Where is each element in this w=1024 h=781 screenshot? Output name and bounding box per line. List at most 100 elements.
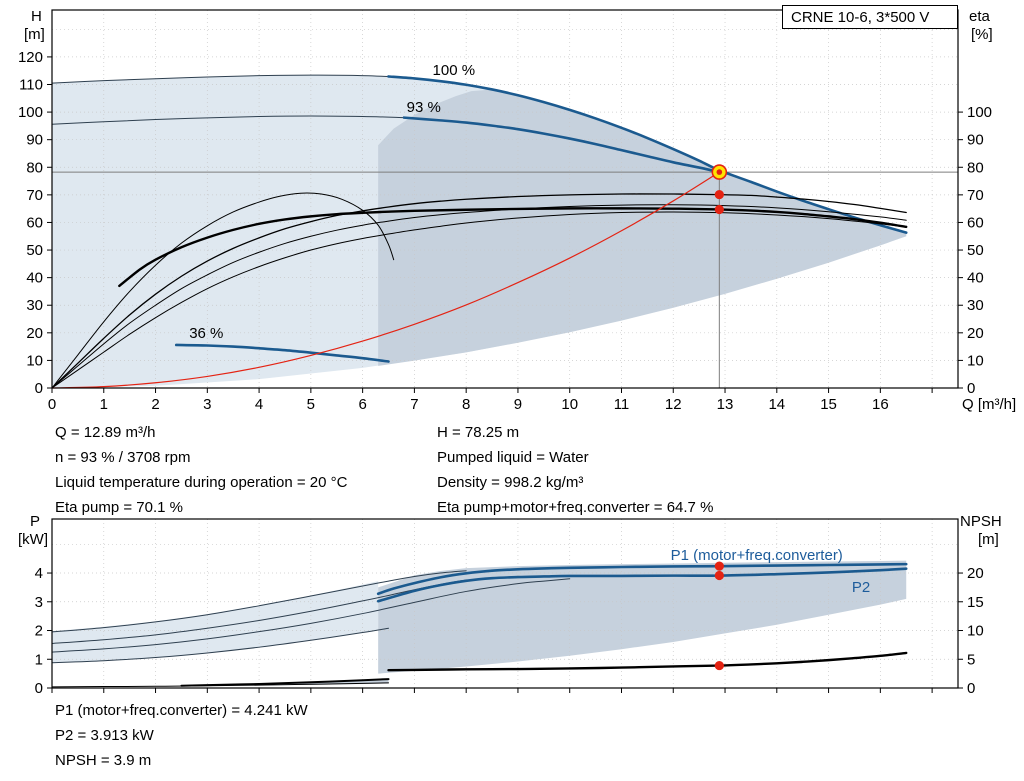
p1-curve (376, 562, 908, 596)
chart-text: 3 (203, 396, 211, 413)
speed-93-curve-lead (51, 115, 405, 125)
chart-text: 1 (35, 651, 43, 668)
info-line-eta-pump: Eta pump = 70.1 % (55, 499, 183, 516)
power-thin-curve-1 (51, 570, 467, 633)
power-envelope-light (52, 581, 379, 663)
chart-text: 110 (19, 76, 43, 93)
chart-text: 93 % (407, 99, 441, 116)
chart-text: [m] (978, 531, 999, 548)
pump-title-box: CRNE 10-6, 3*500 V (782, 5, 958, 29)
chart-text: 16 (872, 396, 889, 413)
speed-36-curve (174, 343, 390, 363)
chart-text: 40 (967, 270, 984, 287)
chart-text: 0 (35, 680, 43, 697)
eta-total-curve (118, 207, 908, 288)
info-line-density: Density = 998.2 kg/m³ (437, 474, 584, 491)
system-curve (51, 171, 720, 389)
chart-text: [kW] (18, 531, 48, 548)
chart-text: P2 (852, 579, 870, 596)
chart-text: 9 (514, 396, 522, 413)
chart-text: 8 (462, 396, 470, 413)
chart-text: Q [m³/h] (962, 396, 1016, 413)
chart-text: 100 (18, 104, 43, 121)
p2-curve (376, 567, 908, 603)
info-line-npsh: NPSH = 3.9 m (55, 752, 152, 769)
operating-envelope-dark (378, 89, 907, 366)
power-info: P1 (motor+freq.converter) = 4.241 kW P2 … (55, 698, 308, 773)
chart-text: 90 (26, 132, 43, 149)
npsh-point (714, 660, 724, 671)
qh-chart: 0 1 2 3 4 5 6 7 8 9 10 11 12 13 14 15 160102030405060708… (18, 8, 1016, 413)
info-line-speed: n = 93 % / 3708 rpm (55, 449, 191, 466)
chart-text: 3 (35, 594, 43, 611)
power-envelope-dark (378, 560, 907, 674)
chart-text: H (31, 8, 42, 25)
chart-text: 10 (967, 352, 984, 369)
chart-text: 120 (18, 49, 43, 66)
duty-info-right: H = 78.25 m Pumped liquid = Water Densit… (437, 420, 713, 520)
chart-text: 60 (967, 214, 984, 231)
power-thin-curve-4 (51, 627, 390, 664)
chart-text: 10 (967, 623, 984, 640)
chart-text: 10 (26, 352, 43, 369)
chart-text: 20 (967, 325, 984, 342)
chart-text: 20 (26, 325, 43, 342)
chart-text: 1 (100, 396, 108, 413)
eta-pump-point (714, 189, 724, 200)
info-line-p1: P1 (motor+freq.converter) = 4.241 kW (55, 702, 308, 719)
chart-text: 30 (26, 297, 43, 314)
chart-text: 80 (26, 159, 43, 176)
info-line-liquid: Pumped liquid = Water (437, 449, 589, 466)
speed-100-curve (387, 75, 908, 234)
info-line-head: H = 78.25 m (437, 424, 520, 441)
chart-text: 50 (26, 242, 43, 259)
pump-title: CRNE 10-6, 3*500 V (791, 8, 930, 26)
chart-text: 30 (967, 297, 984, 314)
chart-text: NPSH (960, 513, 1002, 530)
chart-text: eta (969, 8, 991, 25)
chart-text: 70 (26, 187, 43, 204)
chart-text: 4 (255, 396, 263, 413)
chart-text: 36 % (189, 325, 223, 342)
chart-text: P1 (motor+freq.converter) (671, 547, 843, 564)
chart-text: 2 (151, 396, 159, 413)
chart-text: 5 (307, 396, 315, 413)
speed-93-curve (402, 116, 721, 174)
chart-text: 14 (768, 396, 785, 413)
chart-text: 80 (967, 159, 984, 176)
plot-frame (51, 518, 959, 689)
chart-text: 5 (967, 651, 975, 668)
plot-frame (51, 9, 959, 389)
speed-100-curve-lead (51, 74, 390, 84)
chart-text: 0 (48, 396, 56, 413)
info-line-p2: P2 = 3.913 kW (55, 727, 154, 744)
chart-text: 40 (26, 270, 43, 287)
p2-point (714, 570, 724, 581)
chart-text: 11 (614, 396, 630, 413)
chart-text: 10 (561, 396, 578, 413)
duty-point-center (716, 169, 723, 175)
chart-text: 50 (967, 242, 984, 259)
chart-text: 15 (820, 396, 837, 413)
chart-text: 2 (35, 623, 43, 640)
chart-text: P (30, 513, 40, 530)
duty-info-left: Q = 12.89 m³/h n = 93 % / 3708 rpm Liqui… (55, 420, 347, 520)
info-line-temperature: Liquid temperature during operation = 20… (55, 474, 348, 491)
chart-text: 100 % (433, 62, 476, 79)
chart-text: 0 (35, 380, 43, 397)
chart-text: 15 (967, 594, 984, 611)
power-npsh-chart: 0 1 2 3 4 0 5 10 15 20 P1 (motor+freq.converter) P2… (18, 513, 1002, 697)
chart-text: 7 (410, 396, 418, 413)
info-line-eta-total: Eta pump+motor+freq.converter = 64.7 % (437, 499, 714, 516)
chart-text: 0 (967, 680, 975, 697)
chart-text: 12 (665, 396, 682, 413)
chart-text: 13 (717, 396, 734, 413)
chart-text: 6 (358, 396, 366, 413)
chart-text: 100 (967, 104, 992, 121)
npsh-baseline (51, 682, 390, 688)
chart-text: 20 (967, 565, 984, 582)
chart-text: 4 (35, 565, 43, 582)
chart-text: 60 (26, 214, 43, 231)
